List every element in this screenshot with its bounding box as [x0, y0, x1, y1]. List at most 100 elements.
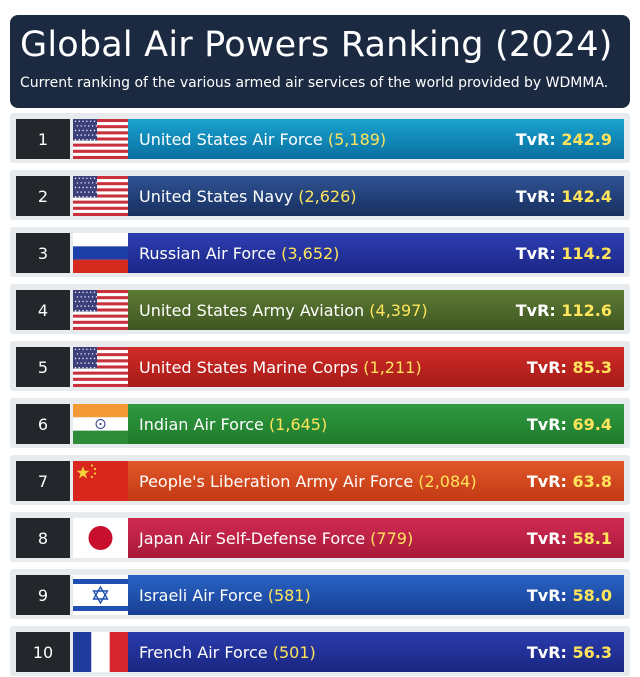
air-force-bar: United States Marine Corps (1,211) TvR: 8…: [128, 347, 624, 387]
tvr-label: TvR:: [526, 528, 567, 548]
rank-number: 8: [16, 518, 70, 558]
tvr-value: 142.4: [561, 186, 612, 206]
air-force-name: French Air Force (501): [139, 643, 316, 662]
rank-number: 3: [16, 233, 70, 273]
air-force-bar: Israeli Air Force (581) TvR: 58.0: [128, 575, 624, 615]
russia-flag-icon: [73, 233, 128, 273]
tvr-label: TvR:: [526, 642, 567, 662]
tvr-score: TvR: 242.9: [516, 130, 612, 149]
tvr-label: TvR:: [526, 585, 567, 605]
page-subtitle: Current ranking of the various armed air…: [20, 75, 609, 91]
air-force-name: Japan Air Self-Defense Force (779): [139, 529, 413, 548]
aircraft-count: (779): [370, 528, 414, 548]
tvr-label: TvR:: [515, 129, 556, 149]
air-force-name-text: United States Marine Corps: [139, 357, 359, 377]
page-title: Global Air Powers Ranking (2024): [20, 25, 613, 65]
tvr-value: 58.0: [572, 585, 612, 605]
ranking-row: 2 United States Navy (2,626) TvR: 142.4: [10, 170, 630, 220]
tvr-score: TvR: 58.0: [527, 586, 612, 605]
tvr-value: 242.9: [561, 129, 612, 149]
air-force-name: People's Liberation Army Air Force (2,08…: [139, 472, 477, 491]
tvr-value: 114.2: [561, 243, 612, 263]
tvr-score: TvR: 69.4: [527, 415, 612, 434]
air-force-name-text: People's Liberation Army Air Force: [139, 471, 414, 491]
ranking-row: 3 Russian Air Force (3,652) TvR: 114.2: [10, 227, 630, 277]
tvr-value: 56.3: [572, 642, 612, 662]
tvr-label: TvR:: [526, 471, 567, 491]
air-force-name: Indian Air Force (1,645): [139, 415, 327, 434]
china-flag-icon: [73, 461, 128, 501]
aircraft-count: (2,626): [298, 186, 357, 206]
ranking-row: 7 People's Liberation Army Air Force (2,0…: [10, 455, 630, 505]
israel-flag-icon: [73, 575, 128, 615]
tvr-value: 58.1: [572, 528, 612, 548]
tvr-label: TvR:: [526, 414, 567, 434]
usa-flag-icon: [73, 347, 128, 387]
rank-number: 2: [16, 176, 70, 216]
air-force-name-text: Israeli Air Force: [139, 585, 263, 605]
tvr-score: TvR: 63.8: [527, 472, 612, 491]
rank-number: 9: [16, 575, 70, 615]
india-flag-icon: [73, 404, 128, 444]
air-force-bar: Japan Air Self-Defense Force (779) TvR: 5…: [128, 518, 624, 558]
air-force-name: Israeli Air Force (581): [139, 586, 311, 605]
header-banner: Global Air Powers Ranking (2024) Current…: [10, 15, 630, 108]
tvr-score: TvR: 56.3: [527, 643, 612, 662]
air-force-name: Russian Air Force (3,652): [139, 244, 339, 263]
air-force-bar: United States Air Force (5,189) TvR: 242.…: [128, 119, 624, 159]
aircraft-count: (1,211): [363, 357, 422, 377]
ranking-row: 5 United States Marine Corps (1,211) TvR: …: [10, 341, 630, 391]
air-force-name: United States Army Aviation (4,397): [139, 301, 428, 320]
air-force-name: United States Marine Corps (1,211): [139, 358, 422, 377]
air-force-name-text: Indian Air Force: [139, 414, 264, 434]
air-force-bar: Russian Air Force (3,652) TvR: 114.2: [128, 233, 624, 273]
air-force-name-text: French Air Force: [139, 642, 268, 662]
rank-number: 7: [16, 461, 70, 501]
ranking-row: 9 Israeli Air Force (581) TvR: 58.0: [10, 569, 630, 619]
rank-number: 5: [16, 347, 70, 387]
ranking-row: 4 United States Army Aviation (4,397) TvR:…: [10, 284, 630, 334]
tvr-label: TvR:: [526, 357, 567, 377]
aircraft-count: (5,189): [327, 129, 387, 149]
rank-number: 1: [16, 119, 70, 159]
tvr-score: TvR: 85.3: [527, 358, 612, 377]
japan-flag-icon: [73, 518, 128, 558]
rank-number: 6: [16, 404, 70, 444]
air-force-name-text: United States Army Aviation: [139, 300, 365, 320]
usa-flag-icon: [73, 119, 128, 159]
tvr-score: TvR: 114.2: [516, 244, 612, 263]
tvr-label: TvR:: [515, 300, 556, 320]
tvr-label: TvR:: [515, 186, 556, 206]
air-force-name-text: Russian Air Force: [139, 243, 277, 263]
usa-flag-icon: [73, 290, 128, 330]
aircraft-count: (1,645): [268, 414, 328, 434]
air-force-bar: People's Liberation Army Air Force (2,08…: [128, 461, 624, 501]
air-force-bar: French Air Force (501) TvR: 56.3: [128, 632, 624, 672]
ranking-row: 1 United States Air Force (5,189) TvR: 242…: [10, 113, 630, 163]
tvr-score: TvR: 142.4: [516, 187, 612, 206]
usa-flag-icon: [73, 176, 128, 216]
rank-number: 4: [16, 290, 70, 330]
ranking-row: 8 Japan Air Self-Defense Force (779) TvR: …: [10, 512, 630, 562]
tvr-label: TvR:: [515, 243, 556, 263]
air-force-bar: Indian Air Force (1,645) TvR: 69.4: [128, 404, 624, 444]
air-force-name-text: United States Air Force: [139, 129, 323, 149]
aircraft-count: (3,652): [281, 243, 340, 263]
air-force-name: United States Air Force (5,189): [139, 130, 386, 149]
air-force-name-text: Japan Air Self-Defense Force: [139, 528, 366, 548]
aircraft-count: (4,397): [369, 300, 428, 320]
tvr-score: TvR: 58.1: [527, 529, 612, 548]
air-force-bar: United States Army Aviation (4,397) TvR: …: [128, 290, 624, 330]
tvr-score: TvR: 112.6: [516, 301, 612, 320]
aircraft-count: (581): [267, 585, 311, 605]
air-force-name: United States Navy (2,626): [139, 187, 357, 206]
air-force-bar: United States Navy (2,626) TvR: 142.4: [128, 176, 624, 216]
ranking-row: 6 Indian Air Force (1,645) TvR: 69.4: [10, 398, 630, 448]
tvr-value: 112.6: [561, 300, 612, 320]
tvr-value: 85.3: [572, 357, 612, 377]
rank-number: 10: [16, 632, 70, 672]
air-force-name-text: United States Navy: [139, 186, 294, 206]
aircraft-count: (501): [272, 642, 316, 662]
tvr-value: 69.4: [572, 414, 612, 434]
france-flag-icon: [73, 632, 128, 672]
